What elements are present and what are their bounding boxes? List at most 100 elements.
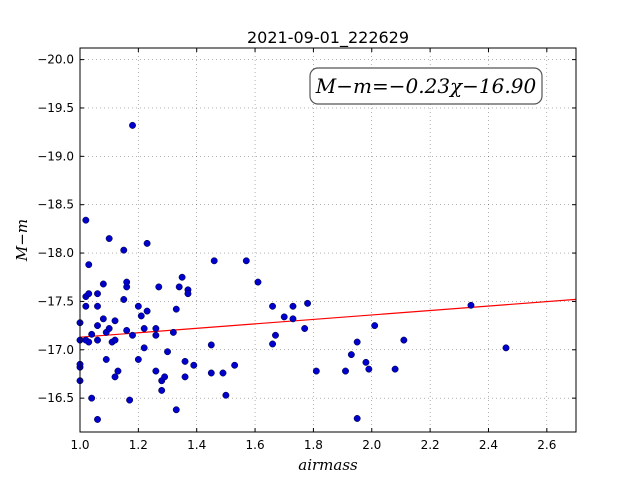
- data-point: [88, 330, 96, 338]
- data-point: [254, 278, 262, 286]
- fit-line: [79, 298, 577, 338]
- data-point: [242, 257, 250, 265]
- data-point: [353, 338, 361, 346]
- y-tick-label: −18.5: [37, 198, 74, 212]
- data-point: [143, 307, 151, 315]
- x-tick-label: 2.4: [479, 438, 498, 452]
- x-tick-label: 1.6: [246, 438, 265, 452]
- data-point: [120, 296, 128, 303]
- y-tick-label: −16.5: [37, 391, 74, 405]
- data-point: [365, 365, 373, 373]
- annotation-frame: [309, 67, 543, 105]
- data-point: [85, 338, 93, 346]
- data-point: [105, 325, 113, 332]
- data-point: [161, 373, 169, 381]
- axis-ticks: 1.0 1.2 1.4 1.6 1.8 2.0 2.2 2.4 2.6 −16.5 −17.0 −17…: [37, 48, 576, 452]
- grid: [79, 48, 576, 432]
- data-point: [371, 322, 379, 330]
- data-point: [391, 365, 399, 373]
- y-tick-label: −19.5: [37, 101, 74, 115]
- data-point: [502, 344, 510, 352]
- data-point: [94, 302, 101, 310]
- data-point: [114, 367, 122, 375]
- data-point: [82, 302, 90, 310]
- data-point: [353, 415, 361, 422]
- data-point: [111, 317, 119, 325]
- data-point: [134, 356, 142, 363]
- data-point: [152, 367, 160, 375]
- data-point: [178, 273, 186, 281]
- data-point: [219, 369, 227, 377]
- data-point: [231, 361, 239, 369]
- y-tick-label: −17.0: [37, 343, 74, 357]
- data-point: [102, 356, 110, 363]
- data-point: [207, 369, 215, 377]
- data-point: [85, 290, 93, 298]
- x-tick-label: 1.0: [70, 438, 89, 452]
- x-axis-label: airmass: [298, 456, 358, 474]
- data-point: [140, 325, 148, 332]
- data-point: [155, 283, 163, 291]
- data-point: [172, 406, 180, 414]
- data-point: [126, 396, 134, 404]
- data-point: [111, 373, 119, 381]
- data-point: [120, 246, 128, 254]
- data-point: [400, 336, 408, 344]
- chart-title: 2021-09-01_222629: [247, 28, 409, 48]
- data-point: [129, 121, 136, 129]
- data-point: [269, 340, 277, 348]
- data-point: [85, 261, 93, 269]
- data-point: [362, 358, 370, 366]
- fit-equation: M−m=−0.23χ−16.90: [315, 74, 537, 98]
- data-point: [94, 322, 101, 330]
- data-point: [143, 239, 151, 247]
- x-tick-label: 1.4: [187, 438, 206, 452]
- data-point: [164, 348, 171, 356]
- data-point: [123, 326, 131, 334]
- data-point: [172, 305, 180, 313]
- data-point: [123, 278, 131, 286]
- data-point: [134, 302, 142, 310]
- data-point: [111, 336, 119, 344]
- x-tick-label: 2.6: [537, 438, 556, 452]
- data-point: [152, 325, 160, 332]
- data-point: [207, 341, 215, 349]
- data-point: [94, 336, 101, 344]
- data-point: [467, 301, 475, 309]
- data-point: [222, 391, 230, 399]
- data-point: [158, 386, 166, 394]
- data-point: [304, 299, 312, 307]
- data-point: [347, 351, 355, 359]
- data-point: [169, 328, 177, 336]
- data-point: [152, 331, 160, 339]
- plot-frame: [79, 47, 577, 433]
- y-tick-label: −19.0: [37, 149, 74, 163]
- y-tick-label: −18.0: [37, 246, 74, 260]
- data-point: [184, 290, 192, 298]
- data-points: [76, 121, 510, 423]
- data-point: [137, 312, 145, 320]
- data-point: [99, 280, 107, 288]
- data-point: [210, 257, 218, 265]
- data-point: [301, 325, 309, 332]
- data-point: [289, 315, 297, 323]
- data-point: [342, 367, 349, 375]
- y-tick-label: −17.5: [37, 294, 74, 308]
- data-point: [140, 344, 148, 352]
- x-tick-label: 1.8: [304, 438, 323, 452]
- y-axis-label: M−m: [13, 219, 31, 262]
- x-tick-label: 2.2: [421, 438, 440, 452]
- data-point: [181, 357, 189, 365]
- data-point: [94, 415, 101, 423]
- data-point: [190, 361, 198, 369]
- data-point: [88, 394, 96, 402]
- data-point: [280, 313, 288, 321]
- data-point: [181, 373, 189, 381]
- y-tick-label: −20.0: [37, 53, 74, 67]
- data-point: [82, 216, 90, 224]
- data-point: [269, 302, 277, 310]
- data-point: [175, 283, 183, 291]
- annotation-box: M−m=−0.23χ−16.90: [309, 67, 543, 105]
- data-point: [289, 302, 297, 310]
- data-point: [99, 315, 107, 323]
